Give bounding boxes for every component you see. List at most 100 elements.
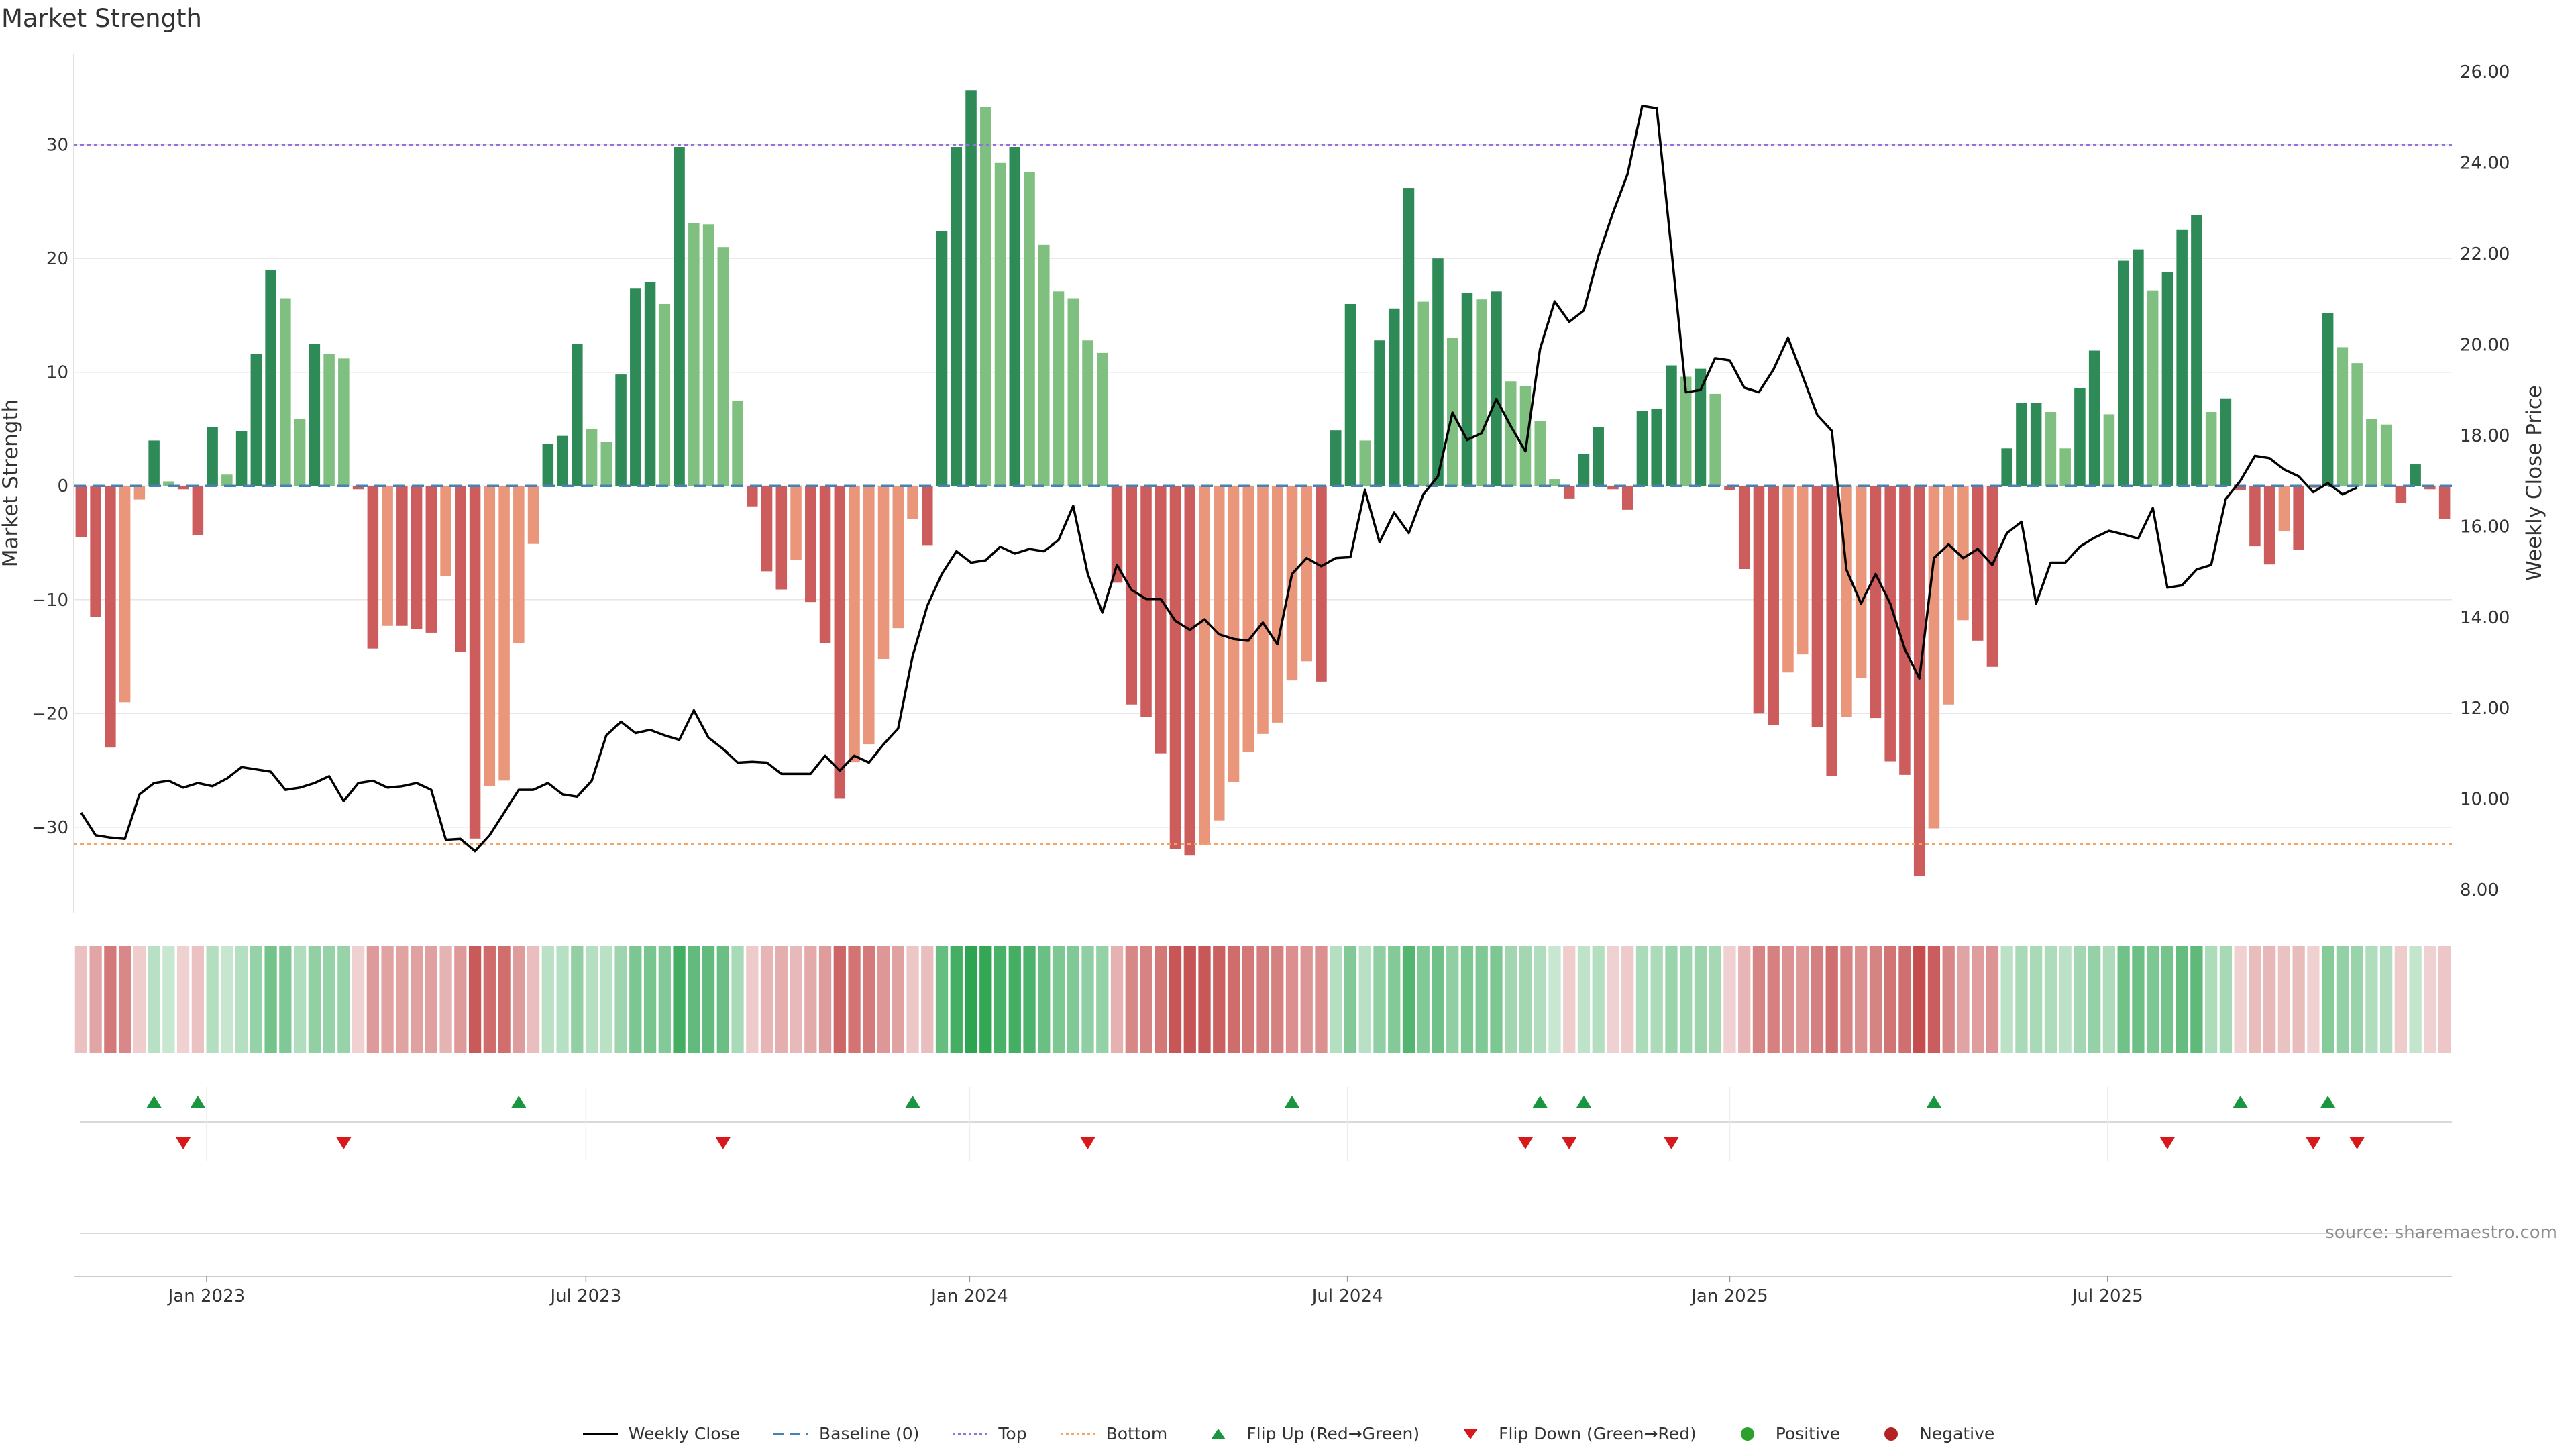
strength-bar <box>775 486 788 590</box>
strength-bar <box>1388 308 1400 486</box>
legend-item-bottom: Bottom <box>1059 1424 1167 1443</box>
strength-bar <box>207 427 218 486</box>
strength-bar <box>1476 299 1487 486</box>
strength-bar <box>265 270 276 486</box>
y2-axis-title: Weekly Close Price <box>2522 385 2546 581</box>
heatstrip-cell <box>1519 946 1532 1053</box>
heatstrip-cell <box>2438 946 2451 1053</box>
heatstrip-cell <box>818 946 832 1053</box>
strength-bar <box>702 224 714 486</box>
strength-bar <box>1695 368 1707 486</box>
heatstrip-cell <box>2219 946 2233 1053</box>
heatstrip-cell <box>279 946 292 1053</box>
heatstrip-cell <box>1490 946 1503 1053</box>
heatstrip-cell <box>1665 946 1678 1053</box>
strength-bar <box>630 288 641 486</box>
strength-bar <box>440 486 451 576</box>
heatstrip-cell <box>848 946 861 1053</box>
flip-down-marker <box>1080 1137 1095 1149</box>
strength-bars <box>75 90 2451 876</box>
heatstrip-cell <box>1330 946 1342 1053</box>
heatstrip-cell <box>89 946 102 1053</box>
heatstrip-cell <box>716 946 729 1053</box>
heatstrip-cell <box>366 946 379 1053</box>
strength-bar <box>1461 293 1473 486</box>
strength-bar <box>1768 486 1779 725</box>
heatstrip-cell <box>1884 946 1896 1053</box>
sign-dots <box>74 1233 2452 1277</box>
heatstrip-cell <box>556 946 569 1053</box>
heatstrip-cell <box>1446 946 1459 1053</box>
heatstrip-cell <box>527 946 540 1053</box>
heatstrip-cell <box>1680 946 1693 1053</box>
strength-bar <box>2059 448 2071 486</box>
flip-down-marker <box>336 1137 352 1149</box>
y2-tick-label: 8.00 <box>2460 880 2499 900</box>
heatstrip-cell <box>1855 946 1868 1053</box>
strength-bar <box>819 486 831 643</box>
heatstrip-cell <box>1417 946 1430 1053</box>
strength-bar <box>192 486 204 535</box>
strength-bar <box>834 486 846 799</box>
strength-bar <box>1549 479 1560 486</box>
heatstrip-cell <box>2336 946 2349 1053</box>
heatstrip-cell <box>1023 946 1036 1053</box>
strength-bar <box>1169 486 1181 849</box>
heatstrip-cell <box>614 946 627 1053</box>
heatstrip-cell <box>2176 946 2188 1053</box>
heatstrip-cell <box>2234 946 2247 1053</box>
heatstrip-cell <box>468 946 482 1053</box>
heatstrip-cell <box>133 946 146 1053</box>
strength-bar <box>469 486 481 839</box>
strength-bar <box>527 486 539 544</box>
x-axis: Jan 2023 Jul 2023 Jan 2024 Jul 2024 Jan 2025… <box>167 1276 2143 1306</box>
strength-bar <box>965 90 977 486</box>
strength-bar <box>1111 486 1123 583</box>
strength-bar <box>235 431 248 486</box>
legend-item-flip-down: Flip Down (Green→Red) <box>1452 1424 1697 1443</box>
strength-bar <box>1359 440 1371 486</box>
strength-bar <box>2103 414 2115 486</box>
heatstrip-cell <box>1198 946 1211 1053</box>
heatstrip-cell <box>1548 946 1561 1053</box>
strength-bar <box>542 444 554 486</box>
heatstrip-cell <box>1694 946 1707 1053</box>
heatstrip-cell <box>323 946 335 1053</box>
strength-bar <box>586 429 598 486</box>
bottom-legend-icon <box>1060 1433 1095 1435</box>
legend-item-top: Top <box>951 1424 1027 1443</box>
heatstrip-cell <box>264 946 277 1053</box>
y2-tick-label: 22.00 <box>2460 244 2510 264</box>
strength-bar <box>455 486 466 652</box>
legend-item-flip-up: Flip Up (Red→Green) <box>1199 1424 1419 1443</box>
strength-bar <box>2322 313 2334 486</box>
strength-bar <box>1738 486 1750 569</box>
strength-bar <box>1024 172 1035 486</box>
flip-up-marker <box>1576 1096 1591 1108</box>
flip-up-marker <box>511 1096 527 1108</box>
heatstrip-cell <box>2394 946 2408 1053</box>
weekly-close-line <box>80 105 2358 853</box>
y-axis-title: Market Strength <box>0 399 23 568</box>
flip-up-legend-icon <box>1211 1428 1226 1439</box>
heatstrip-cell <box>760 946 773 1053</box>
strength-bar <box>1724 486 1735 491</box>
strength-bar <box>747 486 758 507</box>
legend-item-weekly-close: Weekly Close <box>582 1424 740 1443</box>
heatstrip-cell <box>906 946 919 1053</box>
strength-bar <box>1417 301 1429 486</box>
strength-bar <box>1316 486 1327 682</box>
strength-bar <box>75 486 87 537</box>
heatstrip-cell <box>293 946 307 1053</box>
heatstrip-cell <box>1227 946 1240 1053</box>
heatstrip-cell <box>176 946 190 1053</box>
heatstrip-cell <box>585 946 598 1053</box>
heatstrip-cell <box>2263 946 2276 1053</box>
heatstrip-cell <box>950 946 963 1053</box>
heatstrip-cell <box>2088 946 2101 1053</box>
heatstrip-cell <box>2351 946 2363 1053</box>
strength-bar <box>1709 393 1721 486</box>
strength-bar <box>163 481 174 486</box>
legend-label: Weekly Close <box>628 1424 741 1443</box>
flip-markers <box>80 1087 2452 1161</box>
